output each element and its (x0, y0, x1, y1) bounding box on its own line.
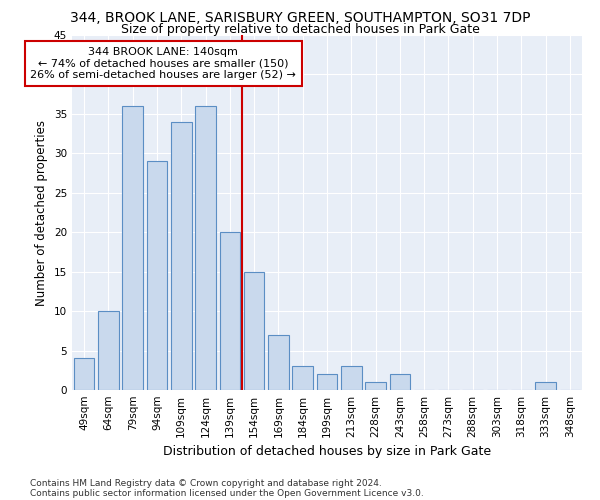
Y-axis label: Number of detached properties: Number of detached properties (35, 120, 49, 306)
Bar (74, 358, 94, 390)
Bar (171, 122, 191, 390)
Bar (317, 374, 337, 390)
Bar (535, 382, 556, 390)
Bar (122, 106, 143, 390)
Bar (244, 272, 265, 390)
Bar (365, 382, 386, 390)
Bar (389, 374, 410, 390)
Text: 344, BROOK LANE, SARISBURY GREEN, SOUTHAMPTON, SO31 7DP: 344, BROOK LANE, SARISBURY GREEN, SOUTHA… (70, 11, 530, 25)
Bar (195, 106, 216, 390)
X-axis label: Distribution of detached houses by size in Park Gate: Distribution of detached houses by size … (163, 446, 491, 458)
Text: Contains HM Land Registry data © Crown copyright and database right 2024.: Contains HM Land Registry data © Crown c… (30, 478, 382, 488)
Text: 344 BROOK LANE: 140sqm
← 74% of detached houses are smaller (150)
26% of semi-de: 344 BROOK LANE: 140sqm ← 74% of detached… (30, 47, 296, 80)
Bar (341, 366, 362, 390)
Text: Size of property relative to detached houses in Park Gate: Size of property relative to detached ho… (121, 22, 479, 36)
Bar (220, 232, 240, 390)
Bar (268, 335, 289, 390)
Bar (292, 366, 313, 390)
Text: Contains public sector information licensed under the Open Government Licence v3: Contains public sector information licen… (30, 488, 424, 498)
Bar (98, 311, 119, 390)
Bar (146, 161, 167, 390)
